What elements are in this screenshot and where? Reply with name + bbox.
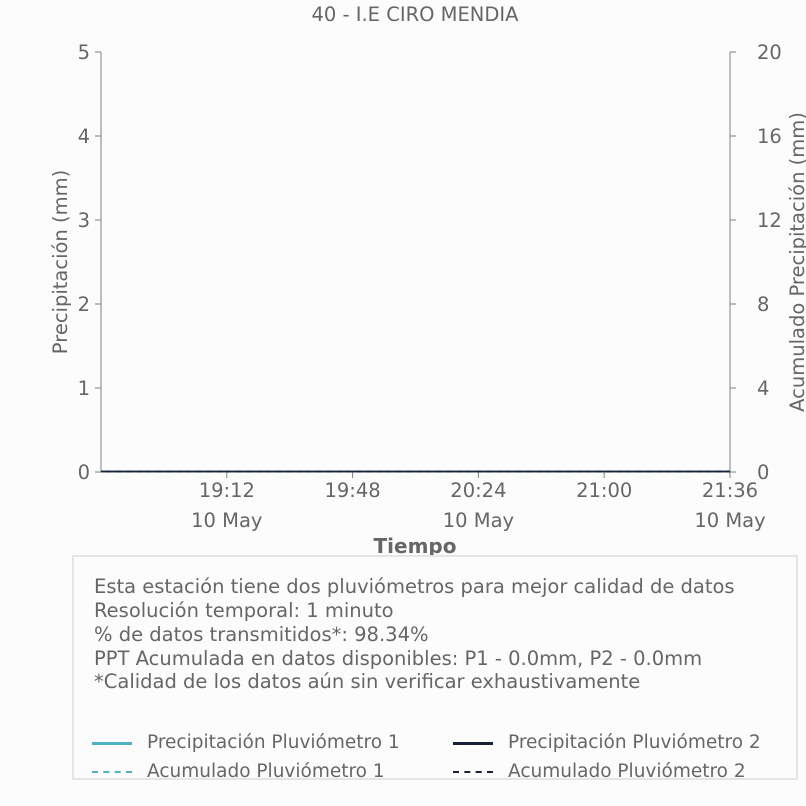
right-y-axis-label: Acumulado Precipitación (mm) bbox=[786, 112, 806, 412]
info-line-quality-note: *Calidad de los datos aún sin verificar … bbox=[94, 670, 641, 693]
x-ticks: 19:12 10 May 19:48 20:24 10 May 21:00 21:36 10 … bbox=[191, 472, 766, 532]
left-y-tick-label: 5 bbox=[78, 41, 90, 64]
right-y-tick-label: 20 bbox=[757, 41, 782, 64]
info-line-stations: Esta estación tiene dos pluviómetros par… bbox=[94, 575, 735, 598]
x-tick-time-label: 19:48 bbox=[324, 479, 380, 502]
legend-label: Precipitación Pluviómetro 2 bbox=[508, 732, 761, 753]
info-box: Esta estación tiene dos pluviómetros par… bbox=[72, 555, 798, 782]
left-y-tick-label: 3 bbox=[78, 209, 90, 232]
legend-swatch-solid bbox=[92, 742, 132, 745]
left-y-tick-label: 0 bbox=[78, 461, 90, 484]
x-tick-time-label: 21:00 bbox=[576, 479, 632, 502]
right-y-tick-label: 4 bbox=[757, 377, 769, 400]
left-y-ticks: 0 1 2 3 4 5 bbox=[78, 41, 101, 484]
right-y-tick-label: 12 bbox=[757, 209, 782, 232]
left-y-tick-label: 1 bbox=[78, 377, 90, 400]
left-y-axis-label: Precipitación (mm) bbox=[49, 170, 72, 354]
legend-label: Precipitación Pluviómetro 1 bbox=[147, 732, 400, 753]
chart-title: 40 - I.E CIRO MENDIA bbox=[311, 3, 519, 26]
legend-label: Acumulado Pluviómetro 1 bbox=[147, 761, 385, 782]
right-y-tick-label: 16 bbox=[757, 125, 782, 148]
info-line-accumulated: PPT Acumulada en datos disponibles: P1 -… bbox=[94, 647, 703, 670]
right-y-ticks: 0 4 8 12 16 20 bbox=[730, 41, 782, 484]
left-y-tick-label: 4 bbox=[78, 125, 90, 148]
right-y-tick-label: 0 bbox=[757, 461, 769, 484]
x-tick-time-label: 19:12 bbox=[199, 479, 255, 502]
legend-swatch-dashed bbox=[92, 771, 132, 773]
right-y-tick-label: 8 bbox=[757, 293, 769, 316]
x-tick-time-label: 20:24 bbox=[450, 479, 506, 502]
x-tick-date-label: 10 May bbox=[694, 509, 765, 532]
x-tick-time-label: 21:36 bbox=[702, 479, 758, 502]
x-axis-label: Tiempo bbox=[374, 534, 457, 558]
left-y-tick-label: 2 bbox=[78, 293, 90, 316]
legend-label: Acumulado Pluviómetro 2 bbox=[508, 761, 746, 782]
info-line-transmitted: % de datos transmitidos*: 98.34% bbox=[94, 623, 429, 646]
x-tick-date-label: 10 May bbox=[443, 509, 514, 532]
x-tick-date-label: 10 May bbox=[191, 509, 262, 532]
legend-swatch-solid bbox=[453, 742, 493, 745]
legend-swatch-dashed bbox=[453, 771, 493, 773]
info-line-resolution: Resolución temporal: 1 minuto bbox=[94, 599, 394, 622]
